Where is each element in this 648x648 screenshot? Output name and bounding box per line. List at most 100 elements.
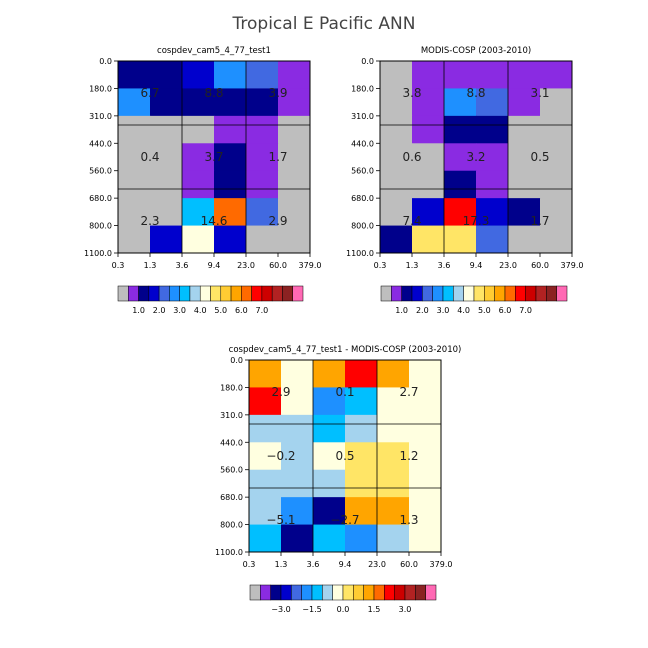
colorbar-swatch bbox=[422, 285, 433, 302]
colorbar-swatch bbox=[301, 584, 313, 601]
heatmap-cell bbox=[182, 88, 215, 117]
colorbar-swatch bbox=[189, 285, 201, 302]
heatmap-cell bbox=[281, 387, 314, 416]
heatmap-cell bbox=[540, 225, 573, 254]
y-tick-label: 560.0 bbox=[351, 167, 374, 176]
colorbar-swatch bbox=[270, 584, 282, 601]
y-tick-label: 800.0 bbox=[220, 521, 243, 530]
heatmap-cell bbox=[380, 170, 413, 199]
x-tick-label: 0.3 bbox=[243, 560, 256, 569]
y-tick-label: 1100.0 bbox=[84, 249, 112, 258]
heatmap-cell bbox=[182, 170, 215, 199]
heatmap-cell bbox=[345, 414, 378, 443]
heatmap-cell bbox=[281, 497, 314, 525]
y-tick-label: 1100.0 bbox=[346, 249, 374, 258]
data-label: 14.6 bbox=[201, 214, 228, 228]
x-tick-label: 23.0 bbox=[499, 261, 517, 270]
colorbar-swatch bbox=[251, 285, 263, 302]
x-tick-label: 60.0 bbox=[400, 560, 418, 569]
heatmap-cell bbox=[444, 88, 477, 117]
heatmap-cell bbox=[412, 115, 445, 144]
colorbar-swatch bbox=[391, 285, 402, 302]
heatmap-cell bbox=[412, 61, 445, 89]
colorbar-swatch bbox=[394, 584, 406, 601]
heatmap-cell bbox=[380, 143, 413, 172]
y-tick-label: 0.0 bbox=[361, 57, 374, 66]
heatmap-cell bbox=[377, 414, 410, 443]
heatmap-cell bbox=[118, 61, 151, 89]
colorbar-swatch bbox=[117, 285, 129, 302]
colorbar-label: 5.0 bbox=[478, 306, 491, 315]
heatmap-cell bbox=[182, 115, 215, 144]
data-label: −5.1 bbox=[266, 513, 295, 527]
heatmap-cell bbox=[246, 61, 279, 89]
heatmap-cell bbox=[412, 88, 445, 117]
heatmap-cell bbox=[508, 115, 541, 144]
heatmap-cell bbox=[380, 198, 413, 226]
colorbar-label: 4.0 bbox=[457, 306, 470, 315]
colorbar-swatch bbox=[311, 584, 323, 601]
colorbar-swatch bbox=[401, 285, 413, 302]
colorbar-swatch bbox=[404, 584, 416, 601]
heatmap-cell bbox=[409, 387, 442, 416]
colorbar-swatch bbox=[373, 584, 385, 601]
heatmap-cell bbox=[313, 497, 346, 525]
data-label: 6.7 bbox=[140, 86, 159, 100]
data-label: 2.7 bbox=[399, 385, 418, 399]
y-tick-label: 310.0 bbox=[351, 112, 374, 121]
heatmap-cell bbox=[409, 360, 442, 388]
colorbar-label: 7.0 bbox=[256, 306, 269, 315]
heatmap-cell bbox=[345, 360, 378, 388]
heatmap-cell bbox=[182, 198, 215, 226]
y-tick-label: 180.0 bbox=[89, 84, 112, 93]
heatmap-cell bbox=[377, 360, 410, 388]
heatmap-cell bbox=[380, 61, 413, 89]
colorbar-swatch bbox=[271, 285, 283, 302]
colorbar-label: 7.0 bbox=[519, 306, 532, 315]
heatmap-cell bbox=[150, 198, 183, 226]
heatmap-cell bbox=[118, 88, 151, 117]
heatmap-cell bbox=[540, 88, 573, 117]
colorbar-swatch bbox=[199, 285, 211, 302]
heatmap-cell bbox=[246, 225, 279, 254]
heatmap-cell bbox=[182, 225, 215, 254]
data-label: 0.4 bbox=[140, 150, 159, 164]
heatmap-cell bbox=[281, 524, 314, 553]
heatmap-cell bbox=[150, 61, 183, 89]
heatmap-cell bbox=[540, 115, 573, 144]
colorbar-label: 0.0 bbox=[337, 605, 350, 614]
colorbar-swatch bbox=[525, 285, 537, 302]
heatmap-cell bbox=[278, 61, 311, 89]
heatmap-cell bbox=[281, 414, 314, 443]
colorbar-swatch bbox=[425, 584, 437, 601]
heatmap-cell bbox=[281, 469, 314, 498]
heatmap-cell bbox=[150, 225, 183, 254]
colorbar-swatch bbox=[291, 584, 302, 601]
x-tick-label: 9.4 bbox=[208, 261, 221, 270]
colorbar-label: −1.5 bbox=[302, 605, 321, 614]
heatmap-cell bbox=[476, 170, 509, 199]
heatmap-cell bbox=[278, 198, 311, 226]
y-tick-label: 680.0 bbox=[220, 493, 243, 502]
x-tick-label: 60.0 bbox=[269, 261, 287, 270]
heatmap-cell bbox=[249, 469, 282, 498]
y-tick-label: 310.0 bbox=[89, 112, 112, 121]
x-tick-label: 60.0 bbox=[531, 261, 549, 270]
colorbar-swatch bbox=[453, 285, 464, 302]
x-tick-label: 9.4 bbox=[470, 261, 483, 270]
heatmap-cell bbox=[214, 225, 247, 254]
heatmap-cell bbox=[444, 143, 477, 172]
x-tick-label: 0.3 bbox=[112, 261, 125, 270]
heatmap-cell bbox=[476, 115, 509, 144]
y-tick-label: 560.0 bbox=[89, 167, 112, 176]
heatmap-cell bbox=[377, 524, 410, 553]
heatmap-cell bbox=[246, 170, 279, 199]
heatmap-cell bbox=[380, 88, 413, 117]
heatmap-cell bbox=[345, 524, 378, 553]
colorbar-swatch bbox=[415, 584, 426, 601]
y-tick-label: 800.0 bbox=[351, 222, 374, 231]
colorbar-swatch bbox=[148, 285, 160, 302]
colorbar-label: 1.5 bbox=[368, 605, 381, 614]
data-label: 1.2 bbox=[399, 449, 418, 463]
heatmap-cell bbox=[150, 115, 183, 144]
